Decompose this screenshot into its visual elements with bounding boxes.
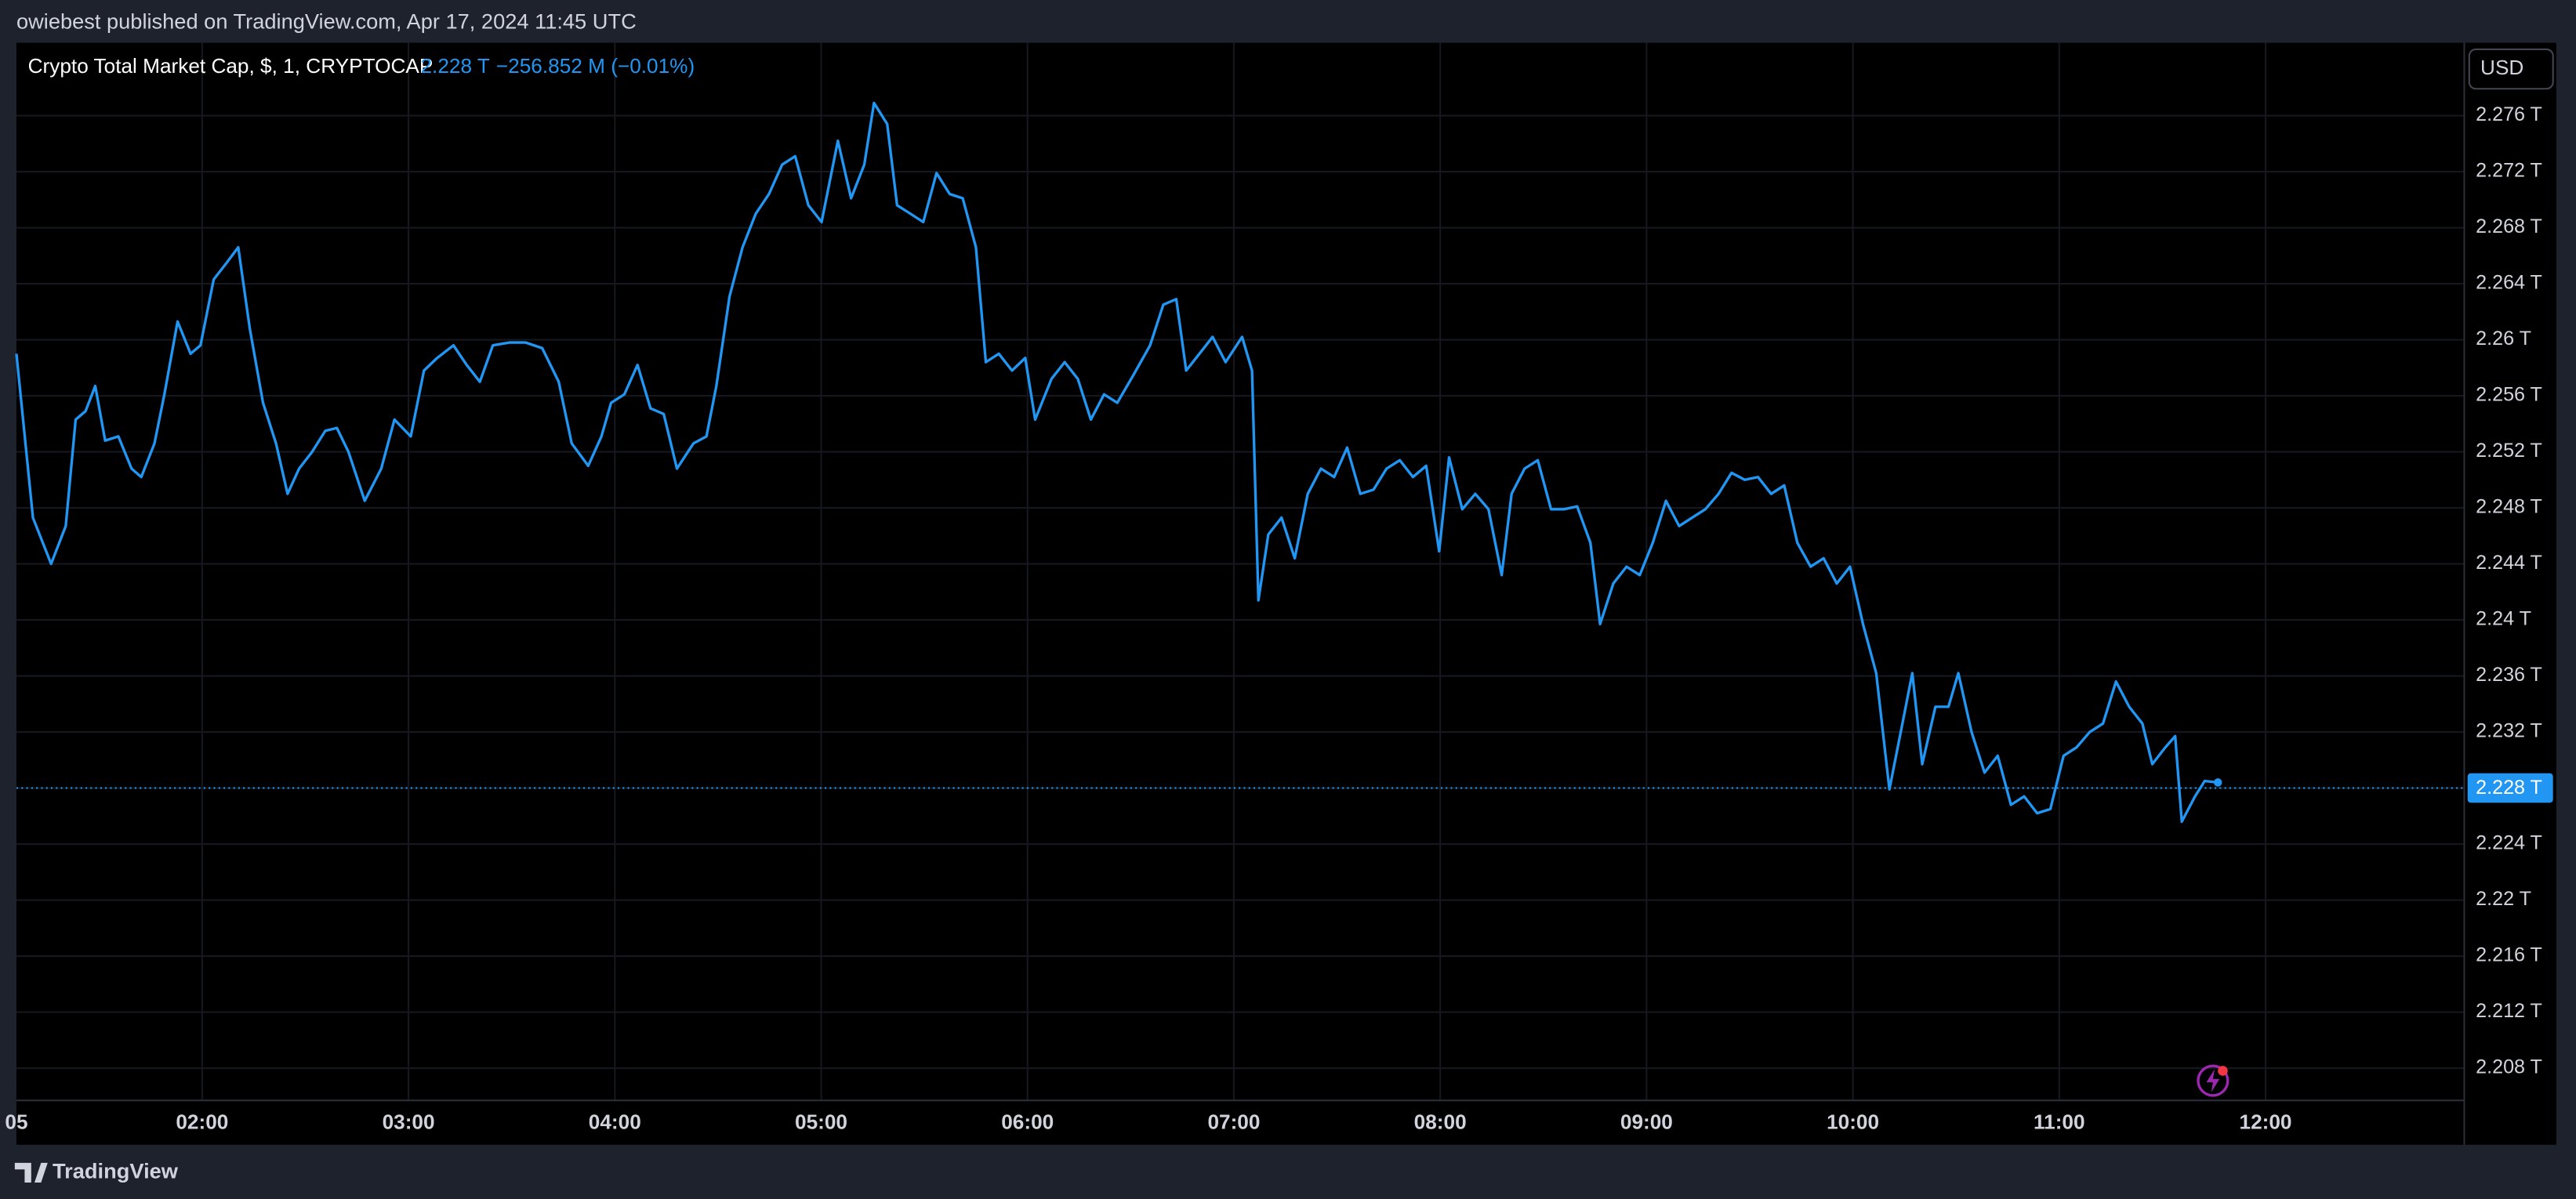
x-tick-label: 09:00: [1620, 1110, 1673, 1133]
x-tick-label: 05: [5, 1110, 27, 1133]
x-tick-label: 10:00: [1827, 1110, 1879, 1133]
current-price-tag: [2467, 773, 2553, 803]
currency-button[interactable]: [2468, 48, 2554, 90]
x-tick-label: 11:00: [2034, 1110, 2085, 1133]
alert-bolt[interactable]: [2206, 1069, 2220, 1092]
y-tick-label: 2.208 T: [2476, 1056, 2542, 1078]
x-tick-label: 08:00: [1414, 1110, 1467, 1133]
y-tick-label: 2.268 T: [2476, 216, 2542, 237]
y-tick-label: 2.256 T: [2476, 384, 2542, 406]
x-tick-label: 06:00: [1001, 1110, 1054, 1133]
publish-header: owiebest published on TradingView.com, A…: [16, 9, 637, 34]
legend-change: −256.852 M (−0.01%): [496, 54, 695, 78]
y-tick-label: 2.272 T: [2476, 160, 2542, 182]
y-tick-label: 2.276 T: [2476, 103, 2542, 125]
alert-ring[interactable]: [2197, 1064, 2230, 1097]
last-point: [2213, 778, 2222, 787]
x-tick-label: 05:00: [795, 1110, 847, 1133]
y-tick-label: 2.264 T: [2476, 272, 2542, 294]
grid: 2.208 T 2.212 T 2.216 T 2.22 T 2.224 T 2.228 …: [5, 42, 2542, 1133]
price-line: [15, 101, 2219, 824]
alert-dot[interactable]: [2218, 1066, 2228, 1076]
y-tick-label: 2.224 T: [2476, 832, 2542, 854]
y-tick-label: 2.248 T: [2476, 496, 2542, 518]
y-tick-label: 2.26 T: [2476, 328, 2531, 350]
y-tick-label: 2.212 T: [2476, 1000, 2542, 1022]
y-tick-label: 2.236 T: [2476, 664, 2542, 686]
brand-name: TradingView: [53, 1159, 179, 1183]
legend-price: 2.228 T: [420, 54, 489, 78]
x-tick-label: 04:00: [589, 1110, 641, 1133]
legend-title: Crypto Total Market Cap, $, 1, CRYPTOCAP: [28, 54, 434, 78]
x-tick-label: 12:00: [2240, 1110, 2292, 1133]
y-tick-label: 2.22 T: [2476, 888, 2531, 910]
plot: 2.228 T: [15, 101, 2553, 824]
current-price-tag-label: 2.228 T: [2476, 777, 2542, 799]
currency-label[interactable]: USD: [2480, 56, 2523, 79]
chart-pane: [16, 42, 2556, 1145]
y-tick-label: 2.232 T: [2476, 720, 2542, 742]
y-tick-label: 2.216 T: [2476, 944, 2542, 966]
y-tick-label: 2.24 T: [2476, 608, 2531, 630]
x-tick-label: 03:00: [383, 1110, 435, 1133]
x-tick-label: 07:00: [1207, 1110, 1260, 1133]
y-tick-label: 2.244 T: [2476, 552, 2542, 574]
x-tick-label: 02:00: [176, 1110, 228, 1133]
y-tick-label: 2.252 T: [2476, 440, 2542, 462]
alert-icon[interactable]: [2197, 1064, 2230, 1097]
brand-logo: TradingView: [14, 1159, 179, 1183]
